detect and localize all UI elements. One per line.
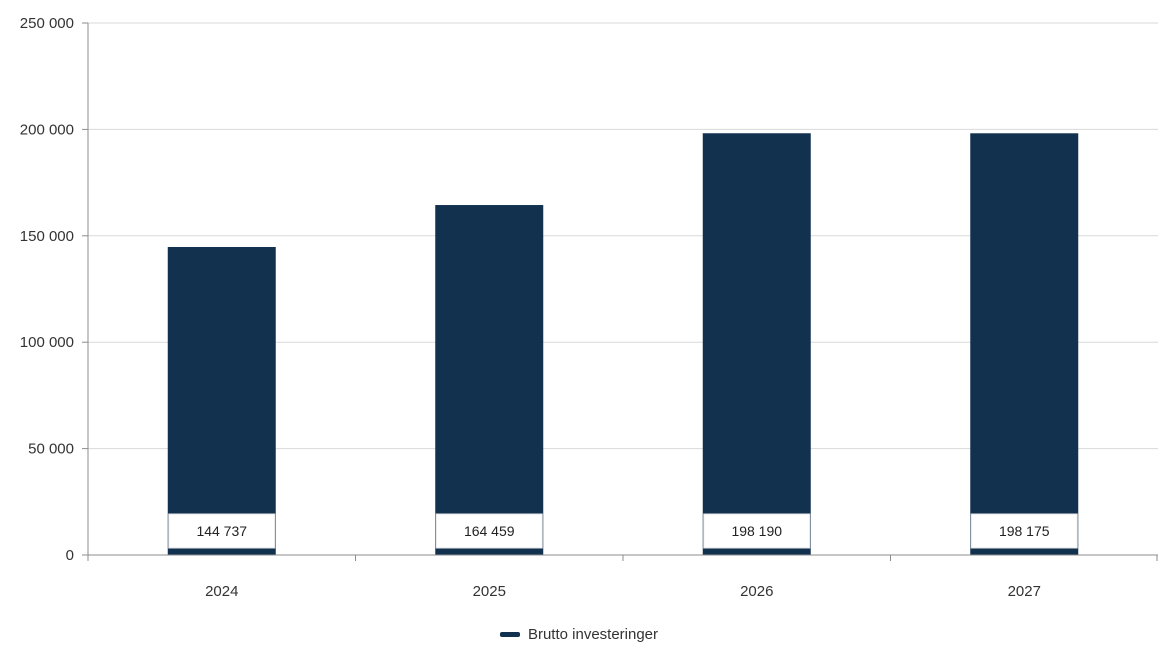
bar (167, 246, 276, 555)
bar (970, 133, 1079, 555)
data-label: 198 190 (731, 523, 782, 539)
y-tick-label: 50 000 (28, 441, 74, 458)
data-label-box (970, 513, 1078, 549)
y-tick-label: 100 000 (20, 334, 74, 351)
data-label-box (435, 513, 543, 549)
legend-label: Brutto investeringer (527, 626, 659, 643)
data-label: 164 459 (464, 523, 515, 539)
bar (702, 133, 811, 555)
legend: Brutto investeringer (0, 626, 1158, 643)
data-label: 198 175 (999, 523, 1050, 539)
data-label-box (703, 513, 811, 549)
x-tick-label: 2025 (473, 583, 506, 600)
x-tick-label: 2027 (1008, 583, 1041, 600)
data-label-box (168, 513, 276, 549)
y-tick-label: 150 000 (20, 228, 74, 245)
bar (435, 205, 544, 555)
x-tick-label: 2026 (740, 583, 773, 600)
bar-chart: 0 50 000 100 000 150 000 200 000 250 000 2024 2… (20, 15, 1158, 600)
legend-swatch (499, 632, 520, 637)
data-label: 144 737 (196, 523, 247, 539)
y-tick-label: 250 000 (20, 15, 74, 32)
y-tick-label: 200 000 (20, 121, 74, 138)
x-tick-label: 2024 (205, 583, 238, 600)
y-tick-label: 0 (66, 547, 74, 564)
